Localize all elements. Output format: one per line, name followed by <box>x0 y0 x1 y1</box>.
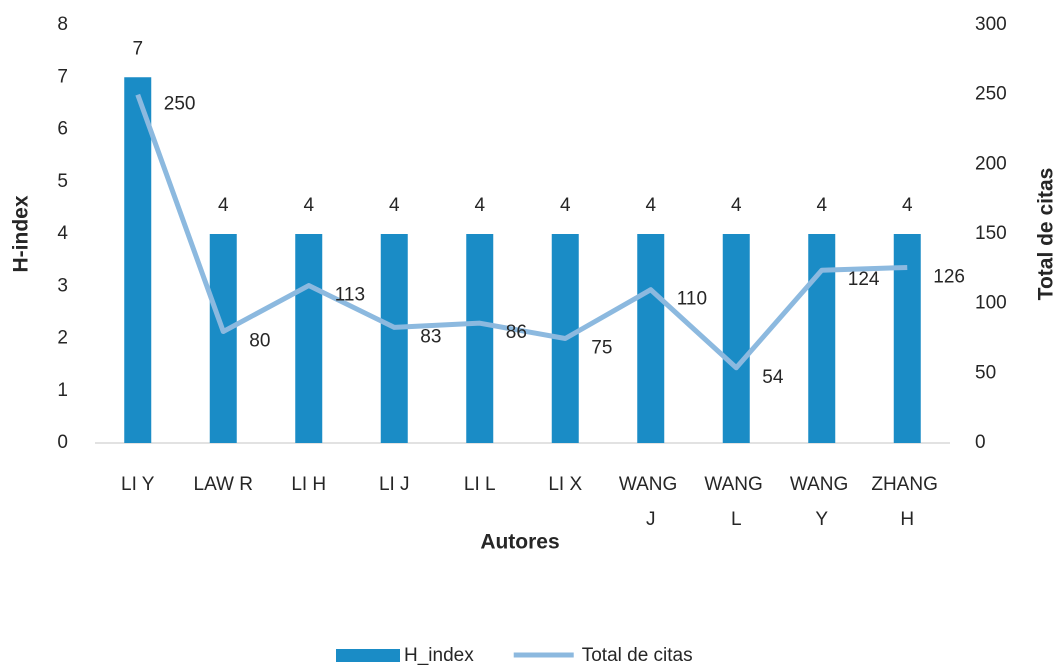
y-axis-title: H-index <box>10 195 33 272</box>
line-value-label: 250 <box>164 94 196 115</box>
x-tick-label: LI J <box>379 474 410 495</box>
bar-value-label: 4 <box>303 195 314 216</box>
x-tick-label: LI Y <box>121 474 155 495</box>
bar-value-label: 4 <box>218 195 229 216</box>
x-tick-label: WANG Y <box>790 474 854 530</box>
bar-value-label: 4 <box>389 195 400 216</box>
y2-axis-title: Total de citas <box>1035 168 1058 301</box>
line <box>135 93 908 371</box>
bar <box>466 234 494 443</box>
y-tick-label: 6 <box>57 119 68 140</box>
y-tick-label: 3 <box>57 275 68 296</box>
line-value-label: 80 <box>249 331 270 352</box>
line-value-label: 83 <box>420 326 441 347</box>
bar <box>808 234 836 443</box>
y-tick-label: 0 <box>57 432 68 453</box>
legend-label: H_index <box>404 645 474 666</box>
y2-tick-label: 150 <box>975 223 1007 244</box>
x-tick-label: LAW R <box>194 474 253 495</box>
y-tick-label: 4 <box>57 223 68 244</box>
y-tick-label: 5 <box>57 171 68 192</box>
bar-value-label: 4 <box>816 195 827 216</box>
bar-value-label: 4 <box>731 195 742 216</box>
y2-tick-label: 100 <box>975 293 1007 314</box>
x-tick-label: WANG L <box>704 474 768 530</box>
y-tick-label: 7 <box>57 66 68 87</box>
y-tick-label: 1 <box>57 380 68 401</box>
y2-tick-label: 0 <box>975 432 986 453</box>
bar <box>637 234 665 443</box>
line-value-label: 113 <box>335 285 365 306</box>
x-axis-title: Autores <box>480 531 559 554</box>
y2-tick-label: 300 <box>975 14 1007 35</box>
x-tick-label: LI H <box>291 474 326 495</box>
bar <box>209 234 237 443</box>
y2-tick-label: 200 <box>975 153 1007 174</box>
line-value-label: 54 <box>762 367 784 388</box>
y-tick-label: 2 <box>57 328 68 349</box>
line-value-label: 124 <box>848 269 880 290</box>
legend-swatch <box>336 649 400 662</box>
line-value-label: 75 <box>591 338 612 359</box>
bar-value-label: 7 <box>132 38 143 59</box>
bar <box>380 234 408 443</box>
y2-tick-label: 50 <box>975 362 996 383</box>
x-tick-label: WANG J <box>619 474 683 530</box>
bar-value-label: 4 <box>474 195 485 216</box>
line-value-label: 86 <box>506 322 527 343</box>
bar-value-label: 4 <box>902 195 913 216</box>
x-tick-label: LI X <box>548 474 582 495</box>
y2-tick-label: 250 <box>975 84 1007 105</box>
bar-value-label: 4 <box>560 195 571 216</box>
bar <box>722 234 750 443</box>
bar <box>295 234 323 443</box>
x-tick-label: LI L <box>464 474 496 495</box>
bar-value-label: 4 <box>645 195 656 216</box>
line-value-label: 126 <box>933 266 965 287</box>
legend-label: Total de citas <box>582 645 693 666</box>
line-value-label: 110 <box>677 289 707 310</box>
y-tick-label: 8 <box>57 14 68 35</box>
bar <box>124 77 152 443</box>
x-tick-label: ZHANG H <box>871 474 943 530</box>
